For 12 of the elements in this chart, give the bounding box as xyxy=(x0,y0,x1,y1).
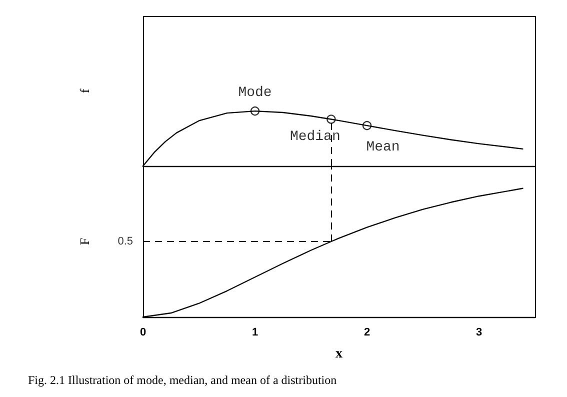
annotation: Median xyxy=(290,129,340,146)
y-axis-title: F xyxy=(77,238,92,246)
annotation: 0.5 xyxy=(118,236,133,248)
x-tick-label: 1 xyxy=(252,326,258,338)
annotation: Mode xyxy=(238,85,272,102)
x-tick-label: 2 xyxy=(364,326,370,338)
x-axis-title: x xyxy=(336,346,342,362)
x-tick-label: 3 xyxy=(476,326,482,338)
y-axis-title: f xyxy=(77,88,92,94)
annotation: Mean xyxy=(366,140,400,156)
x-tick-label: 0 xyxy=(140,326,146,338)
caption: Fig. 2.1 Illustration of mode, median, and mean of a distribution xyxy=(28,373,337,388)
